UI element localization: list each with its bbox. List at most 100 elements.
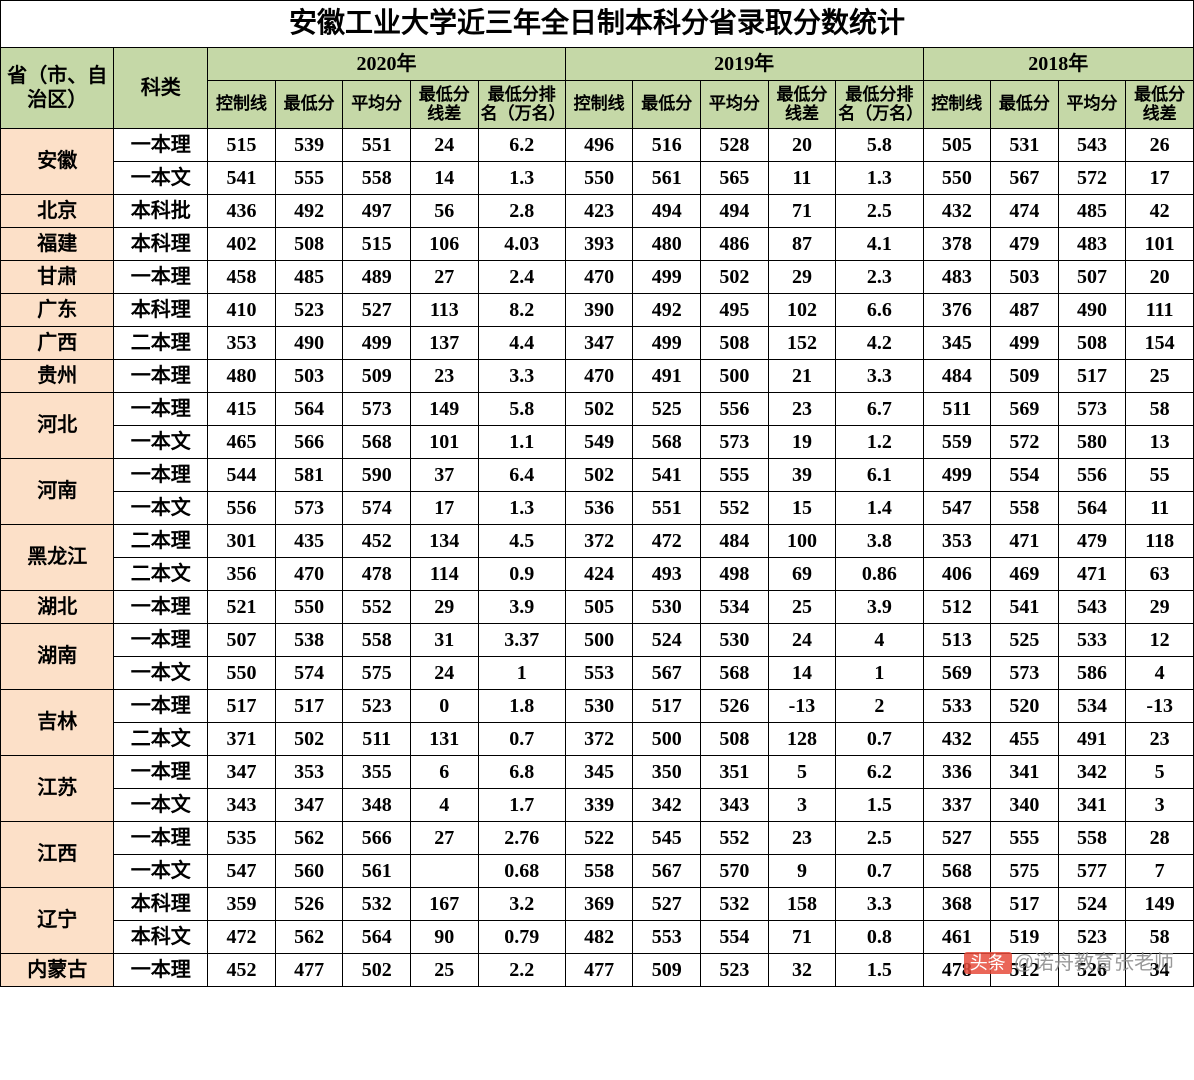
category-cell: 一本理	[114, 689, 208, 722]
data-cell: 586	[1058, 656, 1126, 689]
data-cell: 507	[208, 623, 276, 656]
data-cell: 508	[701, 722, 769, 755]
data-cell: 3	[1126, 788, 1194, 821]
data-cell: 6.1	[836, 458, 923, 491]
data-cell: 479	[991, 227, 1059, 260]
table-row: 内蒙古一本理452477502252.2477509523321.5478512…	[1, 953, 1194, 986]
data-cell: 0.68	[478, 854, 565, 887]
data-cell: 6.2	[836, 755, 923, 788]
data-cell: 541	[991, 590, 1059, 623]
data-cell: 538	[275, 623, 343, 656]
data-cell: 590	[343, 458, 411, 491]
data-cell: 3.9	[478, 590, 565, 623]
data-cell: 102	[768, 293, 836, 326]
data-cell: 455	[991, 722, 1059, 755]
data-cell: 474	[991, 194, 1059, 227]
data-cell: 415	[208, 392, 276, 425]
table-row: 本科文472562564900.79482553554710.846151952…	[1, 920, 1194, 953]
data-cell: 423	[565, 194, 633, 227]
header-2019: 2019年	[565, 47, 923, 80]
data-cell: 480	[208, 359, 276, 392]
data-cell: 568	[923, 854, 991, 887]
data-cell: 505	[923, 128, 991, 161]
h-diff: 最低分线差	[768, 80, 836, 128]
category-cell: 一本理	[114, 953, 208, 986]
h-min: 最低分	[633, 80, 701, 128]
category-cell: 二本文	[114, 722, 208, 755]
province-cell: 黑龙江	[1, 524, 114, 590]
data-cell: 406	[923, 557, 991, 590]
data-cell: 524	[633, 623, 701, 656]
data-cell: 499	[343, 326, 411, 359]
data-cell: 128	[768, 722, 836, 755]
data-cell: 532	[343, 887, 411, 920]
data-cell: 512	[923, 590, 991, 623]
data-cell: 56	[411, 194, 479, 227]
table-row: 河北一本理4155645731495.8502525556236.7511569…	[1, 392, 1194, 425]
data-cell: 573	[343, 392, 411, 425]
data-cell: 472	[633, 524, 701, 557]
data-cell: 113	[411, 293, 479, 326]
data-cell: -13	[768, 689, 836, 722]
data-cell: 134	[411, 524, 479, 557]
table-row: 广东本科理4105235271138.23904924951026.637648…	[1, 293, 1194, 326]
data-cell: 545	[633, 821, 701, 854]
data-cell: 348	[343, 788, 411, 821]
category-cell: 二本理	[114, 326, 208, 359]
data-cell: 20	[1126, 260, 1194, 293]
data-cell: 539	[275, 128, 343, 161]
data-cell: 509	[343, 359, 411, 392]
data-cell: 508	[701, 326, 769, 359]
data-cell: 471	[1058, 557, 1126, 590]
data-cell: 581	[275, 458, 343, 491]
data-cell: 561	[633, 161, 701, 194]
data-cell: 4.4	[478, 326, 565, 359]
data-cell: 29	[768, 260, 836, 293]
data-cell: 1.1	[478, 425, 565, 458]
data-cell: 477	[275, 953, 343, 986]
category-cell: 一本文	[114, 161, 208, 194]
data-cell: 0.9	[478, 557, 565, 590]
table-row: 二本文3564704781140.9424493498690.864064694…	[1, 557, 1194, 590]
data-cell: 42	[1126, 194, 1194, 227]
category-cell: 一本文	[114, 788, 208, 821]
data-cell: 500	[565, 623, 633, 656]
data-cell: 432	[923, 194, 991, 227]
data-cell: 569	[991, 392, 1059, 425]
data-cell: 137	[411, 326, 479, 359]
data-cell: 435	[275, 524, 343, 557]
data-cell: 2.5	[836, 194, 923, 227]
table-row: 黑龙江二本理3014354521344.53724724841003.83534…	[1, 524, 1194, 557]
data-cell: 436	[208, 194, 276, 227]
data-cell: 4.03	[478, 227, 565, 260]
data-cell: 515	[343, 227, 411, 260]
data-cell: 5	[768, 755, 836, 788]
data-cell: 555	[991, 821, 1059, 854]
data-cell: 558	[565, 854, 633, 887]
table-body: 安徽一本理515539551246.2496516528205.85055315…	[1, 128, 1194, 986]
data-cell: 526	[701, 689, 769, 722]
data-cell: 69	[768, 557, 836, 590]
data-cell: 517	[633, 689, 701, 722]
data-cell: 1.2	[836, 425, 923, 458]
data-cell: 465	[208, 425, 276, 458]
data-cell: 469	[991, 557, 1059, 590]
data-cell: 355	[343, 755, 411, 788]
category-cell: 一本文	[114, 491, 208, 524]
h-ctrl: 控制线	[923, 80, 991, 128]
province-cell: 福建	[1, 227, 114, 260]
data-cell: 547	[923, 491, 991, 524]
data-cell: 351	[701, 755, 769, 788]
data-cell: 0.7	[836, 854, 923, 887]
data-cell: 492	[275, 194, 343, 227]
data-cell: 6.8	[478, 755, 565, 788]
province-cell: 湖南	[1, 623, 114, 689]
data-cell: 503	[275, 359, 343, 392]
data-cell: 0.8	[836, 920, 923, 953]
data-cell: 553	[633, 920, 701, 953]
data-cell: 580	[1058, 425, 1126, 458]
data-cell: 483	[1058, 227, 1126, 260]
data-cell: 543	[1058, 128, 1126, 161]
table-row: 江西一本理535562566272.76522545552232.5527555…	[1, 821, 1194, 854]
data-cell: 393	[565, 227, 633, 260]
